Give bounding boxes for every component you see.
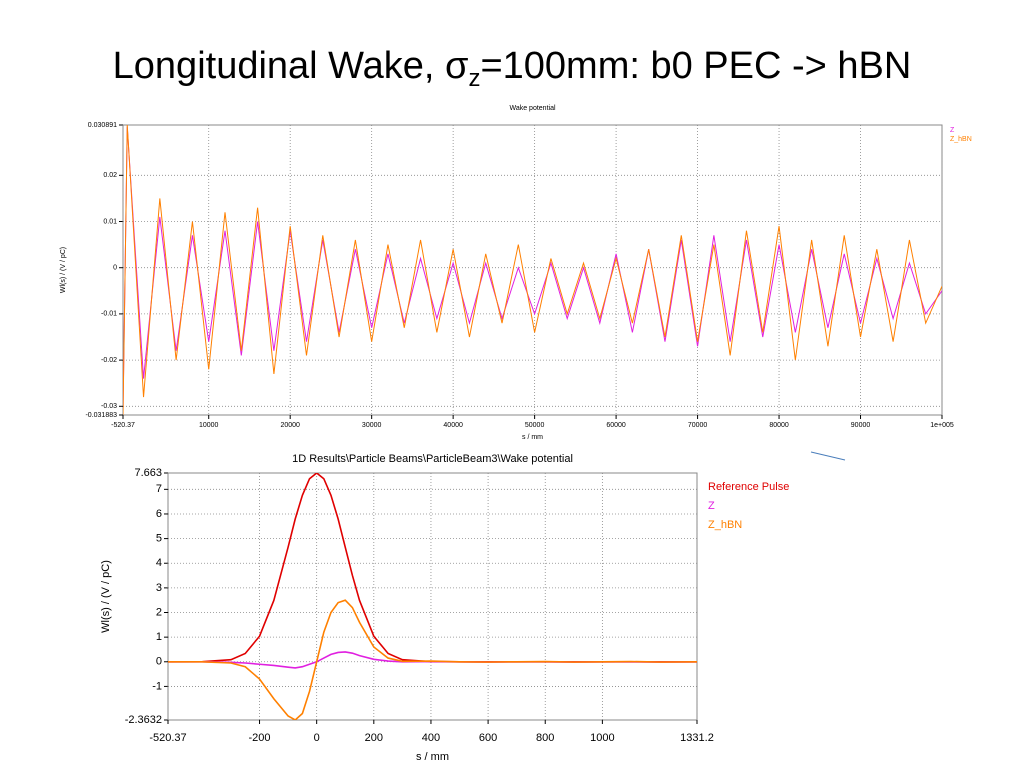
- y-tick-label: 4: [156, 557, 162, 569]
- chart-title: Wake potential: [509, 105, 555, 112]
- title-subscript: z: [468, 65, 480, 92]
- plot-area: [167, 472, 698, 721]
- x-tick-label: 200: [365, 732, 383, 744]
- y-tick-label: 0.030891: [88, 122, 117, 129]
- x-tick-label: 60000: [606, 422, 626, 429]
- x-tick-label: 70000: [688, 422, 708, 429]
- y-tick-label: 0.02: [103, 172, 117, 179]
- x-tick-label: 1000: [590, 732, 614, 744]
- x-tick-label: 40000: [443, 422, 463, 429]
- plot-area: [122, 124, 943, 416]
- x-tick-label: 0: [314, 732, 320, 744]
- y-tick-label: -0.031883: [85, 412, 117, 419]
- y-tick-label: -0.01: [101, 311, 117, 318]
- legend-entry: Reference Pulse: [708, 481, 789, 493]
- y-tick-label: 0: [113, 265, 117, 272]
- y-tick-label: 1: [156, 631, 162, 643]
- y-tick-label: 2: [156, 606, 162, 618]
- x-axis-label: s / mm: [416, 751, 449, 763]
- y-axis-label: Wl(s) / (V / pC): [100, 560, 112, 633]
- y-tick-label: 5: [156, 533, 162, 545]
- y-tick-label: -0.03: [101, 403, 117, 410]
- y-tick-label: 0.01: [103, 218, 117, 225]
- chart-title: 1D Results\Particle Beams\ParticleBeam3\…: [292, 453, 573, 465]
- x-tick-label: -520.37: [111, 422, 135, 429]
- x-tick-label: 400: [422, 732, 440, 744]
- y-tick-label: -1: [152, 680, 162, 692]
- legend-entry: Z_hBN: [708, 519, 742, 531]
- decor-line: [810, 451, 846, 461]
- x-tick-label: 50000: [525, 422, 545, 429]
- x-tick-label: 1e+005: [930, 422, 954, 429]
- y-tick-label: -2.3632: [125, 714, 162, 726]
- y-tick-label: -0.02: [101, 357, 117, 364]
- title-main: Longitudinal Wake, σ: [113, 45, 469, 87]
- y-tick-label: 3: [156, 582, 162, 594]
- x-tick-label: 30000: [362, 422, 382, 429]
- series-line: [123, 125, 942, 415]
- y-tick-label: 7.663: [134, 467, 162, 479]
- legend-entry: Z_hBN: [950, 136, 972, 143]
- x-axis-label: s / mm: [522, 434, 543, 441]
- y-tick-label: 6: [156, 508, 162, 520]
- x-tick-label: 10000: [199, 422, 219, 429]
- y-tick-label: 7: [156, 483, 162, 495]
- x-tick-label: 90000: [851, 422, 871, 429]
- series-line: [168, 599, 697, 720]
- x-tick-label: -520.37: [149, 732, 186, 744]
- x-tick-label: 80000: [769, 422, 789, 429]
- y-tick-label: 0: [156, 656, 162, 668]
- x-tick-label: -200: [249, 732, 271, 744]
- x-tick-label: 800: [536, 732, 554, 744]
- title-rest: =100mm: b0 PEC -> hBN: [480, 45, 911, 87]
- x-tick-label: 600: [479, 732, 497, 744]
- legend-entry: Z: [950, 127, 955, 134]
- x-tick-label: 1331.2: [680, 732, 714, 744]
- x-tick-label: 20000: [280, 422, 300, 429]
- slide-title: Longitudinal Wake, σz=100mm: b0 PEC -> h…: [113, 45, 912, 92]
- legend-entry: Z: [708, 500, 715, 512]
- y-axis-label: Wl(s) / (V / pC): [60, 247, 67, 293]
